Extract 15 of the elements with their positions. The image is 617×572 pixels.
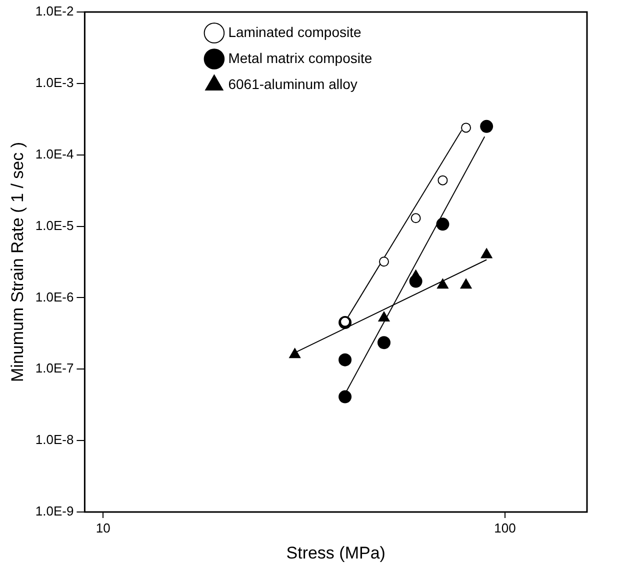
x-tick-label: 100	[494, 520, 516, 536]
y-tick-label: 1.0E-6	[35, 289, 74, 304]
legend-label: Laminated composite	[228, 24, 362, 40]
y-tick-label: 1.0E-5	[35, 218, 74, 233]
y-tick-label: 1.0E-9	[35, 504, 74, 519]
y-tick-label: 1.0E-4	[35, 146, 74, 162]
legend-label: 6061-aluminum alloy	[228, 76, 358, 92]
legend-label: Metal matrix composite	[228, 50, 372, 66]
y-tick-label: 1.0E-8	[35, 432, 74, 448]
x-axis-title: Stress (MPa)	[286, 543, 386, 562]
y-tick-label: 1.0E-2	[35, 4, 74, 19]
y-tick-label: 1.0E-3	[35, 75, 74, 90]
x-tick-label: 10	[96, 520, 110, 536]
y-tick-label: 1.0E-7	[35, 360, 74, 376]
y-axis-title: Minumum Strain Rate ( 1 / sec )	[8, 142, 27, 382]
